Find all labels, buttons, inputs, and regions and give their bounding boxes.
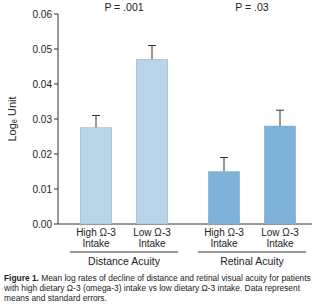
group-bracket: [70, 252, 178, 253]
error-bar: [280, 110, 281, 126]
y-tick: [54, 14, 58, 15]
error-cap: [220, 157, 228, 158]
error-bar: [152, 46, 153, 60]
category-label: High Ω-3Intake: [76, 227, 116, 249]
bars: [80, 46, 295, 225]
bar: [80, 128, 111, 224]
y-tick: [54, 224, 58, 225]
y-tick: [54, 189, 58, 190]
error-cap: [276, 110, 284, 111]
y-tick-label: 0.02: [33, 149, 53, 160]
y-tick-label: 0.06: [33, 9, 53, 20]
y-tick: [54, 119, 58, 120]
y-tick-label: 0.05: [33, 44, 53, 55]
y-tick-label: 0.01: [33, 184, 53, 195]
group-bracket: [198, 252, 306, 253]
bar: [136, 60, 167, 225]
caption-text: Mean log rates of decline of distance an…: [4, 273, 311, 303]
error-cap: [148, 45, 156, 46]
y-tick: [54, 84, 58, 85]
error-bar: [96, 116, 97, 128]
y-tick-label: 0.04: [33, 79, 53, 90]
y-tick-label: 0.00: [33, 219, 53, 230]
p-value: P = .03: [235, 1, 269, 13]
y-tick-label: 0.03: [33, 114, 53, 125]
category-label: High Ω-3Intake: [204, 227, 244, 249]
y-tick: [54, 154, 58, 155]
p-value: P = .001: [104, 1, 143, 13]
y-tick: [54, 49, 58, 50]
caption-label: Figure 1.: [4, 273, 39, 283]
bar: [208, 172, 239, 225]
caption: Figure 1. Mean log rates of decline of d…: [4, 273, 322, 303]
error-cap: [92, 115, 100, 116]
group-label: Retinal Acuity: [220, 255, 284, 267]
group-label: Distance Acuity: [88, 255, 161, 267]
bar: [264, 126, 295, 224]
error-bar: [224, 158, 225, 172]
category-label: Low Ω-3Intake: [133, 227, 171, 249]
category-label: Low Ω-3Intake: [261, 227, 299, 249]
chart: 0.00 0.01 0.02 0.03 0.04 0.05 0.06 Logₑ Unit Hig…: [0, 0, 325, 272]
y-axis-label: Logₑ Unit: [6, 96, 18, 141]
